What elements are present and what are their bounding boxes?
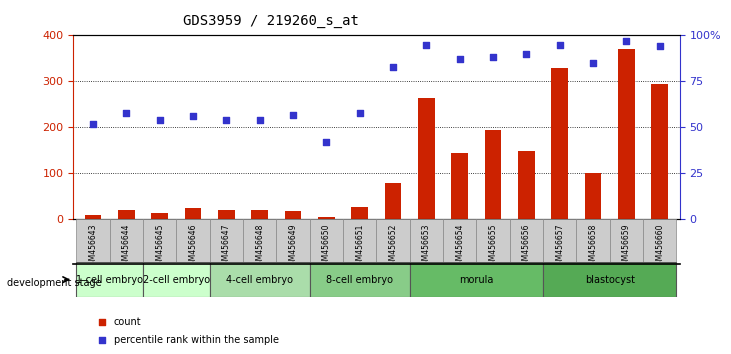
Text: GSM456652: GSM456652 xyxy=(389,224,398,270)
Text: GSM456658: GSM456658 xyxy=(588,224,598,270)
FancyBboxPatch shape xyxy=(477,219,510,262)
Point xyxy=(587,60,599,66)
Bar xyxy=(285,211,301,219)
Text: GSM456656: GSM456656 xyxy=(522,224,531,270)
Bar xyxy=(418,97,435,219)
Text: GSM456657: GSM456657 xyxy=(556,224,564,270)
Text: GSM456655: GSM456655 xyxy=(488,224,498,270)
Text: 1-cell embryo: 1-cell embryo xyxy=(76,275,143,285)
FancyBboxPatch shape xyxy=(376,219,410,262)
FancyBboxPatch shape xyxy=(77,219,110,262)
Text: development stage: development stage xyxy=(7,278,102,288)
Point xyxy=(154,117,166,123)
Bar xyxy=(585,173,602,219)
Text: GSM456653: GSM456653 xyxy=(422,224,431,270)
Text: 8-cell embryo: 8-cell embryo xyxy=(326,275,393,285)
Point xyxy=(187,114,199,119)
FancyBboxPatch shape xyxy=(610,219,643,262)
Text: GSM456645: GSM456645 xyxy=(155,224,164,270)
FancyBboxPatch shape xyxy=(143,262,210,297)
Point xyxy=(654,44,666,49)
Point xyxy=(96,319,108,325)
Point xyxy=(488,55,499,60)
Text: GSM456659: GSM456659 xyxy=(622,224,631,270)
Text: GSM456654: GSM456654 xyxy=(455,224,464,270)
FancyBboxPatch shape xyxy=(77,262,143,297)
Text: GSM456651: GSM456651 xyxy=(355,224,364,270)
Point xyxy=(387,64,399,69)
Bar xyxy=(385,183,401,219)
Point xyxy=(554,42,566,47)
Point xyxy=(321,139,333,145)
Bar xyxy=(185,208,202,219)
FancyBboxPatch shape xyxy=(210,219,243,262)
Point xyxy=(221,117,232,123)
Bar xyxy=(318,217,335,219)
Bar xyxy=(118,210,135,219)
Text: GSM456648: GSM456648 xyxy=(255,224,265,270)
Text: count: count xyxy=(113,317,141,327)
Point xyxy=(520,51,532,57)
Point xyxy=(454,57,466,62)
Bar xyxy=(485,130,501,219)
Point xyxy=(420,42,432,47)
FancyBboxPatch shape xyxy=(243,219,276,262)
FancyBboxPatch shape xyxy=(210,262,310,297)
FancyBboxPatch shape xyxy=(410,262,543,297)
Point xyxy=(96,337,108,343)
FancyBboxPatch shape xyxy=(443,219,477,262)
Bar xyxy=(251,210,268,219)
Text: morula: morula xyxy=(459,275,493,285)
FancyBboxPatch shape xyxy=(276,219,310,262)
Bar xyxy=(651,84,668,219)
Text: GDS3959 / 219260_s_at: GDS3959 / 219260_s_at xyxy=(183,14,358,28)
Point xyxy=(354,110,366,115)
FancyBboxPatch shape xyxy=(343,219,376,262)
Text: GSM456647: GSM456647 xyxy=(222,224,231,270)
Bar xyxy=(151,212,168,219)
FancyBboxPatch shape xyxy=(643,219,676,262)
Text: GSM456650: GSM456650 xyxy=(322,224,331,270)
Bar xyxy=(618,49,635,219)
FancyBboxPatch shape xyxy=(410,219,443,262)
FancyBboxPatch shape xyxy=(110,219,143,262)
Bar xyxy=(452,153,468,219)
Bar xyxy=(518,152,535,219)
FancyBboxPatch shape xyxy=(310,262,410,297)
Bar xyxy=(218,210,235,219)
FancyBboxPatch shape xyxy=(543,219,577,262)
Bar xyxy=(85,215,102,219)
Text: GSM456649: GSM456649 xyxy=(289,224,298,270)
FancyBboxPatch shape xyxy=(143,219,176,262)
FancyBboxPatch shape xyxy=(543,262,676,297)
FancyBboxPatch shape xyxy=(310,219,343,262)
Text: GSM456646: GSM456646 xyxy=(189,224,197,270)
Text: 4-cell embryo: 4-cell embryo xyxy=(227,275,293,285)
Text: blastocyst: blastocyst xyxy=(585,275,635,285)
Bar xyxy=(352,207,368,219)
Text: GSM456644: GSM456644 xyxy=(122,224,131,270)
Point xyxy=(121,110,132,115)
FancyBboxPatch shape xyxy=(176,219,210,262)
Point xyxy=(254,117,265,123)
Bar xyxy=(551,68,568,219)
FancyBboxPatch shape xyxy=(577,219,610,262)
FancyBboxPatch shape xyxy=(510,219,543,262)
Text: percentile rank within the sample: percentile rank within the sample xyxy=(113,335,279,345)
Text: GSM456643: GSM456643 xyxy=(88,224,98,270)
Text: 2-cell embryo: 2-cell embryo xyxy=(143,275,210,285)
Text: GSM456660: GSM456660 xyxy=(655,224,664,270)
Point xyxy=(287,112,299,118)
Point xyxy=(87,121,99,127)
Point xyxy=(621,38,632,44)
